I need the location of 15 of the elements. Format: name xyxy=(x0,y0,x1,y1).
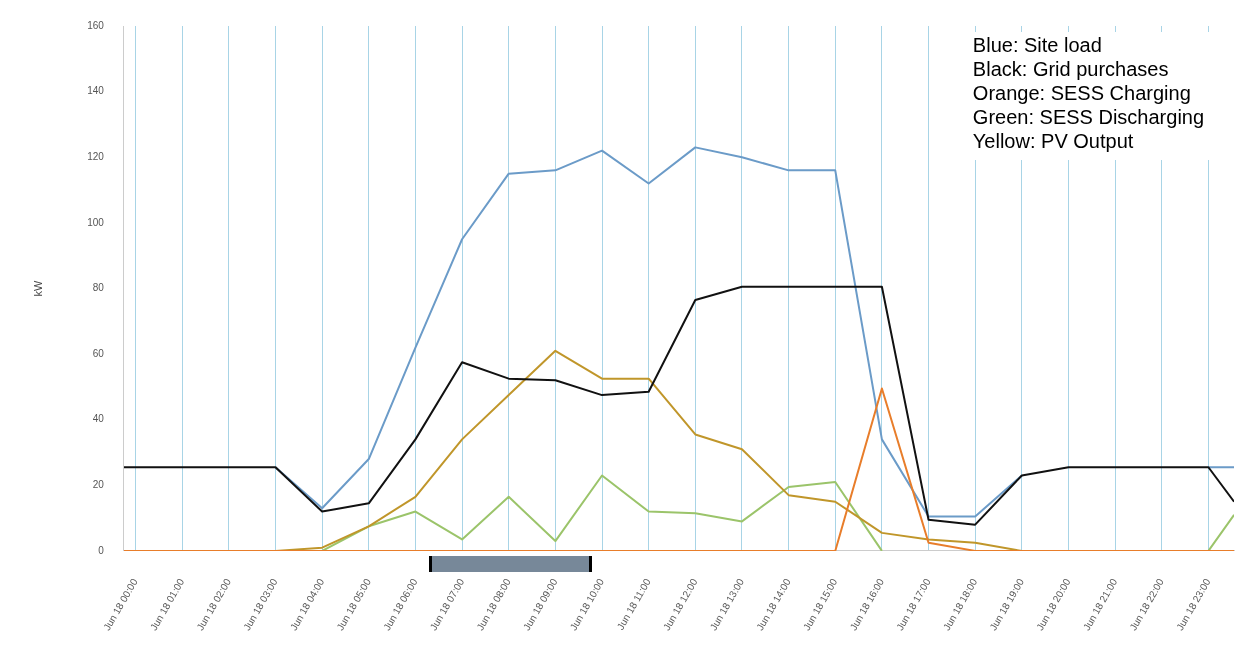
y-tick-label: 0 xyxy=(98,544,105,556)
y-tick-label: 40 xyxy=(92,413,105,425)
y-tick-label: 20 xyxy=(92,479,105,491)
y-tick-label: 160 xyxy=(87,19,105,31)
y-tick-label: 120 xyxy=(87,150,105,162)
annotation: Black: Grid purchases xyxy=(972,57,1169,80)
annotation: Green: SESS Discharging xyxy=(972,105,1205,128)
y-tick-label: 80 xyxy=(92,282,105,294)
y-tick-label: 100 xyxy=(87,216,105,228)
y-tick-label: 60 xyxy=(92,347,105,359)
annotation: Yellow: PV Output xyxy=(972,129,1134,152)
y-axis-title: kW xyxy=(31,279,44,297)
annotation: Orange: SESS Charging xyxy=(972,81,1191,104)
annotation: Blue: Site load xyxy=(972,33,1102,56)
y-tick-label: 140 xyxy=(87,85,105,97)
